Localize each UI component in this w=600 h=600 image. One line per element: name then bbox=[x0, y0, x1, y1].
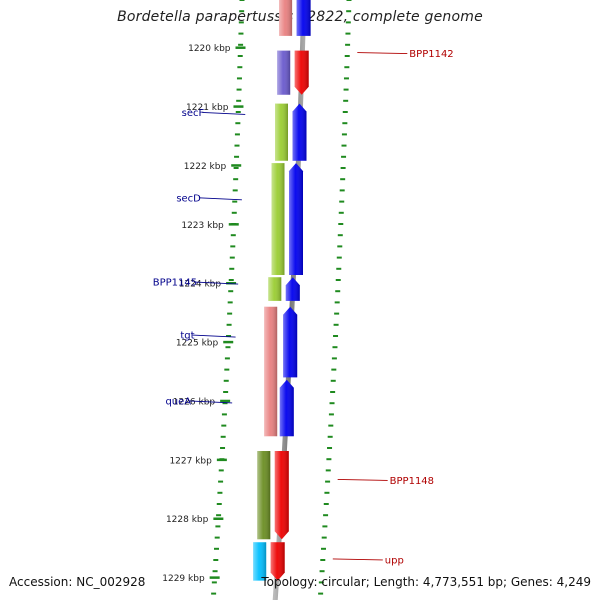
gene-label-bpp1145: BPP1145 bbox=[153, 278, 197, 289]
ruler-label: 1224 kbp bbox=[179, 280, 222, 290]
ruler-label: 1227 kbp bbox=[169, 456, 212, 466]
cds-feature-arrow bbox=[292, 103, 307, 161]
inner-tick-ring bbox=[211, 0, 245, 595]
feature-layer bbox=[253, 0, 311, 581]
gene-label-bpp1142: BPP1142 bbox=[409, 49, 453, 60]
feature-highlight bbox=[274, 451, 289, 540]
gene-label-quea: queA bbox=[165, 396, 191, 407]
gene-label-secf: secF bbox=[182, 108, 205, 119]
feature-highlight bbox=[279, 379, 294, 437]
feature-highlight bbox=[279, 0, 293, 36]
gene-label-leader bbox=[357, 52, 408, 55]
gene-label-leader bbox=[332, 558, 383, 561]
ruler-label: 1220 kbp bbox=[188, 44, 231, 54]
feature-highlight bbox=[289, 163, 303, 275]
feature-highlight bbox=[270, 542, 285, 581]
gene-label-leader bbox=[198, 197, 242, 201]
cog-feature-bar bbox=[277, 50, 291, 95]
gene-label-upp: upp bbox=[385, 555, 404, 566]
feature-highlight bbox=[257, 451, 271, 540]
ruler-label: 1228 kbp bbox=[166, 515, 209, 525]
gene-label-bpp1148: BPP1148 bbox=[390, 476, 434, 487]
ruler-label: 1225 kbp bbox=[176, 339, 219, 349]
ruler-label: 1226 kbp bbox=[173, 397, 216, 407]
cog-feature-bar bbox=[271, 163, 285, 275]
cds-feature-arrow bbox=[294, 50, 309, 95]
gene-label-secd: secD bbox=[176, 193, 201, 204]
feature-highlight bbox=[264, 306, 278, 437]
cds-feature-arrow bbox=[289, 163, 303, 275]
cds-feature-arrow bbox=[274, 451, 289, 540]
cog-feature-bar bbox=[257, 451, 271, 540]
gene-label-tgt: tgt bbox=[180, 331, 194, 342]
feature-highlight bbox=[268, 277, 282, 301]
gene-label-leader bbox=[195, 281, 239, 285]
feature-highlight bbox=[296, 0, 311, 36]
feature-highlight bbox=[275, 103, 288, 161]
gene-label-leader bbox=[337, 479, 388, 481]
cds-feature-arrow bbox=[285, 277, 300, 301]
ruler-label: 1222 kbp bbox=[184, 162, 227, 172]
cog-feature-bar bbox=[264, 306, 278, 437]
gene-label-leader bbox=[192, 334, 236, 338]
cds-feature-arrow bbox=[296, 0, 311, 36]
feature-highlight bbox=[292, 103, 307, 161]
gene-label-leader bbox=[202, 112, 246, 115]
accession-text: Accession: NC_002928 bbox=[9, 575, 146, 589]
feature-highlight bbox=[283, 306, 298, 378]
feature-highlight bbox=[271, 163, 285, 275]
gene-label-leader bbox=[189, 400, 233, 404]
ruler-label: 1221 kbp bbox=[186, 103, 229, 113]
ruler-label: 1223 kbp bbox=[181, 221, 224, 231]
feature-highlight bbox=[285, 277, 300, 301]
feature-highlight bbox=[277, 50, 291, 95]
label-layer: BPP1142 secF secD BPP1145 tgt queA BPP1148 upp bbox=[153, 49, 454, 566]
cds-feature-arrow bbox=[283, 306, 298, 378]
cog-feature-bar bbox=[268, 277, 282, 301]
cds-feature-arrow bbox=[270, 542, 285, 581]
ruler-label: 1229 kbp bbox=[162, 574, 205, 584]
cog-feature-bar bbox=[275, 103, 288, 161]
cds-feature-arrow bbox=[279, 379, 294, 437]
genome-summary-text: Topology: circular; Length: 4,773,551 bp… bbox=[261, 575, 591, 589]
feature-highlight bbox=[253, 542, 267, 581]
cog-feature-bar bbox=[279, 0, 293, 36]
tick-ring-layer: 1220 kbp 1221 kbp 1222 kbp 1223 kbp 1224 kbp… bbox=[162, 0, 352, 595]
cog-feature-bar bbox=[253, 542, 267, 581]
feature-highlight bbox=[294, 50, 309, 95]
outer-tick-ring bbox=[318, 0, 352, 595]
